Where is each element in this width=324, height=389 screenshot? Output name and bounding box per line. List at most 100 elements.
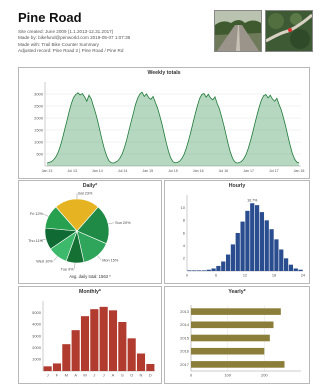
hourly-bar (293, 268, 298, 271)
y-tick-label: 1500 (34, 127, 44, 132)
weekly-line (46, 91, 300, 164)
hourly-bar (298, 269, 303, 271)
pie-leader-line (97, 255, 102, 261)
hourly-bar (201, 270, 207, 271)
pie-label: Sat 23% (78, 191, 93, 195)
yearly-bar (191, 347, 265, 355)
weekly-area (47, 92, 299, 166)
monthly-bar (90, 309, 99, 371)
yearly-bar (191, 361, 285, 368)
x-tick-label: Jan 15 (142, 169, 153, 173)
pie-label: Mon 15% (102, 259, 119, 263)
x-tick-label: 0 (186, 274, 188, 278)
hourly-bar (288, 264, 294, 271)
monthly-bar (80, 316, 90, 371)
hourly-bar (254, 205, 260, 271)
x-tick-label: A (112, 373, 115, 378)
monthly-bar (136, 353, 146, 371)
monthly-bar (71, 330, 80, 371)
hourly-bar (225, 254, 231, 271)
pie-leader-line (43, 213, 49, 217)
yearly-bar (191, 321, 274, 329)
y-tick-label: 2013 (180, 309, 190, 314)
hourly-bar (192, 270, 197, 271)
y-tick-label: 2 (183, 256, 186, 261)
hourly-bar (240, 221, 245, 271)
x-tick-label: M (83, 373, 86, 378)
x-tick-label: Jul 13 (67, 169, 77, 173)
x-tick-label: 0 (190, 373, 193, 378)
hourly-bar (187, 270, 192, 271)
info-line: Made with: Trail Bike Counter Summary (18, 41, 99, 47)
x-tick-label: Jul 15 (168, 169, 178, 173)
daily-panel: Daily* Sat 23% Sun 20% Mon 15% Tue 9% Wed 10… (18, 180, 162, 284)
x-tick-label: Jan 13 (42, 169, 53, 173)
info-line: Made by: bikefund@penworld.com 2019-05-0… (18, 35, 131, 41)
info-line: Adjusted record: Pine Road 2 | Pine Road… (18, 48, 124, 54)
y-tick-label: 500 (36, 151, 43, 156)
x-tick-label: 6 (215, 274, 217, 278)
x-tick-label: 18 (272, 274, 276, 278)
pie-label: Thu 11% (28, 239, 44, 243)
y-tick-label: 3000 (32, 333, 42, 338)
y-tick-label: 2017 (180, 362, 190, 367)
pie-leader-line (108, 222, 115, 225)
x-tick-label: 200 (261, 373, 268, 378)
y-tick-label: 6 (183, 230, 186, 235)
yearly-bar (191, 308, 281, 315)
y-tick-label: 2500 (34, 103, 44, 108)
hourly-bar (250, 203, 255, 271)
hourly-bar (259, 212, 265, 271)
hourly-bar (235, 233, 240, 271)
x-tick-label: Jul 17 (269, 169, 279, 173)
pie-slice (76, 206, 110, 245)
pie-label: Tue 9% (61, 267, 75, 271)
hourly-bar (216, 265, 221, 271)
hourly-bar (269, 229, 274, 271)
y-tick-label: 2014 (180, 322, 190, 327)
hourly-bar (264, 220, 269, 271)
monthly-bar (62, 344, 71, 371)
y-tick-label: 4 (183, 243, 186, 248)
x-tick-label: 100 (224, 373, 231, 378)
x-tick-label: J (103, 373, 105, 378)
y-tick-label: 2000 (34, 115, 44, 120)
monthly-bar (146, 364, 155, 371)
pie-leader-line (40, 238, 47, 241)
monthly-bar (99, 306, 108, 371)
monthly-panel: Monthly* 1000 2000 3000 4000 5000 J F M A M J J A S O N… (18, 286, 162, 384)
monthly-bar (118, 322, 127, 371)
x-tick-label: J (93, 373, 95, 378)
yearly-chart: 0 100 200 2013 2014 2015 2016 2017 (180, 305, 301, 378)
x-tick-label: Jan 18 (294, 169, 305, 173)
yearly-panel: Yearly* 0 100 200 2013 2014 2015 2016 2017 (164, 286, 310, 384)
hourly-bar (230, 244, 236, 271)
x-tick-label: Jan 16 (193, 169, 204, 173)
x-tick-label: J (47, 373, 49, 378)
x-tick-label: F (56, 373, 59, 378)
weekly-title: Weekly totals (147, 70, 181, 76)
y-tick-label: 2016 (180, 349, 190, 354)
x-tick-label: Jul 14 (118, 169, 128, 173)
monthly-bar (127, 338, 136, 371)
monthly-chart: 1000 2000 3000 4000 5000 J F M A M J J A S O N D (32, 301, 155, 378)
page-title: Pine Road (18, 10, 82, 25)
hourly-bar (206, 269, 211, 271)
y-tick-label: 4000 (32, 322, 42, 327)
pie-slice (44, 206, 78, 232)
weekly-panel: Weekly totals 500 1000 1500 2000 2500 3000 Jan… (18, 67, 310, 179)
hourly-panel: Hourly 2 4 6 8 10 10.7% 0 6 12 18 24 (164, 180, 310, 284)
x-tick-label: D (149, 373, 152, 378)
monthly-bar (52, 363, 62, 371)
daily-pie-chart: Sat 23% Sun 20% Mon 15% Tue 9% Wed 10% Thu 11… (28, 191, 131, 279)
y-tick-label: 2015 (180, 335, 190, 340)
hourly-bar (283, 258, 289, 271)
pie-label: Sun 20% (115, 221, 131, 225)
hourly-bar (221, 261, 226, 271)
daily-title: Daily* (82, 183, 98, 189)
x-tick-label: A (74, 373, 77, 378)
y-tick-label: 1000 (34, 139, 44, 144)
x-tick-label: O (130, 373, 133, 378)
hourly-title: Hourly (228, 183, 246, 189)
